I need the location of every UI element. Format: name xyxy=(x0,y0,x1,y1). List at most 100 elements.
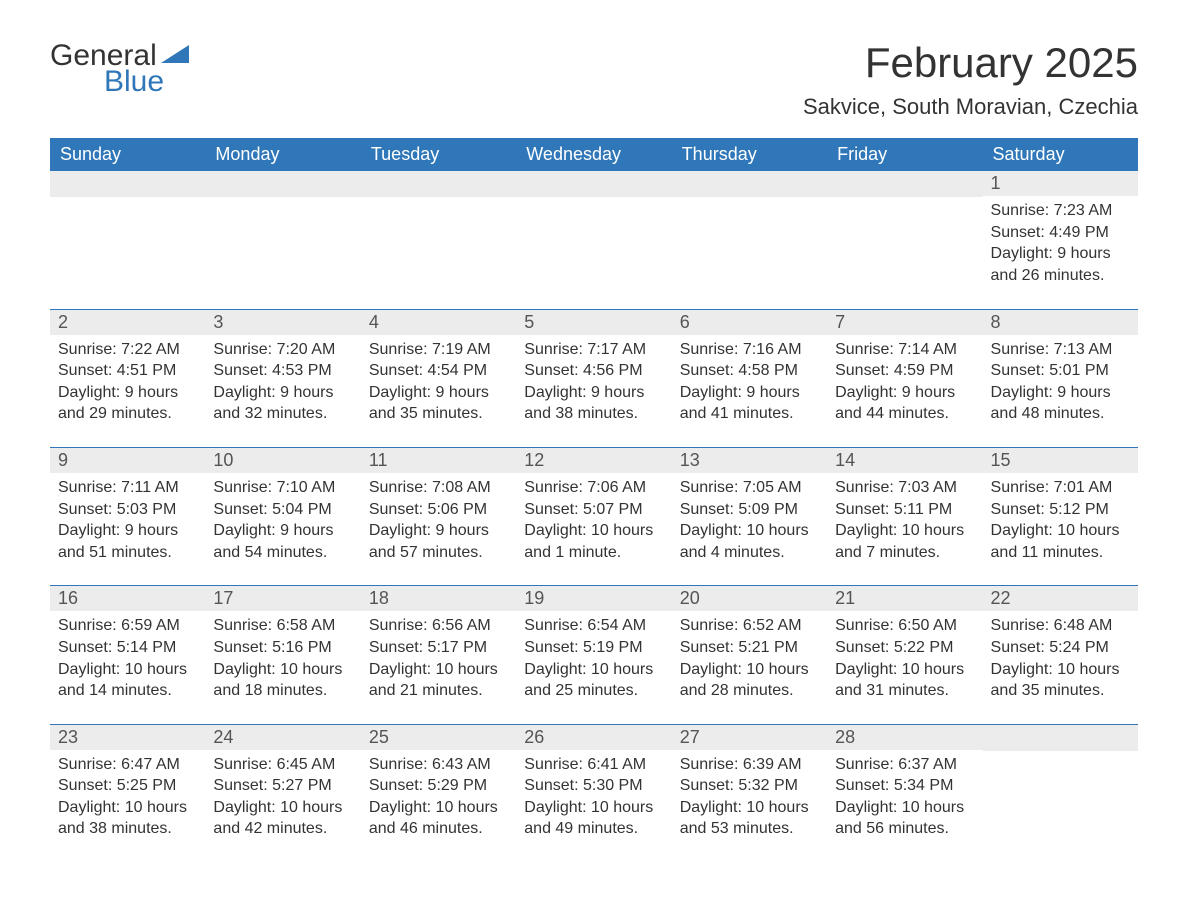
calendar: Sunday Monday Tuesday Wednesday Thursday… xyxy=(50,138,1138,848)
day-line: Sunset: 5:32 PM xyxy=(680,775,819,797)
day-line: Sunset: 5:04 PM xyxy=(213,499,352,521)
day-line: Sunrise: 6:58 AM xyxy=(213,615,352,637)
day-line: Sunset: 5:27 PM xyxy=(213,775,352,797)
day-number: 2 xyxy=(50,310,205,335)
day-line: Daylight: 9 hours xyxy=(524,382,663,404)
day-body: Sunrise: 7:16 AMSunset: 4:58 PMDaylight:… xyxy=(672,335,827,433)
day-number: 27 xyxy=(672,725,827,750)
day-line: Sunrise: 6:59 AM xyxy=(58,615,197,637)
day-line: and 38 minutes. xyxy=(58,818,197,840)
day-cell: 10Sunrise: 7:10 AMSunset: 5:04 PMDayligh… xyxy=(205,448,360,571)
day-body: Sunrise: 6:47 AMSunset: 5:25 PMDaylight:… xyxy=(50,750,205,848)
day-body: Sunrise: 7:22 AMSunset: 4:51 PMDaylight:… xyxy=(50,335,205,433)
day-line: Sunset: 5:22 PM xyxy=(835,637,974,659)
day-number: 14 xyxy=(827,448,982,473)
day-line: Daylight: 10 hours xyxy=(58,659,197,681)
day-line: Sunrise: 6:37 AM xyxy=(835,754,974,776)
day-number: 25 xyxy=(361,725,516,750)
day-line: Sunrise: 6:41 AM xyxy=(524,754,663,776)
day-line: Sunset: 5:12 PM xyxy=(991,499,1130,521)
day-line: Daylight: 10 hours xyxy=(680,659,819,681)
day-line: Sunrise: 6:48 AM xyxy=(991,615,1130,637)
day-cell: 28Sunrise: 6:37 AMSunset: 5:34 PMDayligh… xyxy=(827,725,982,848)
day-cell: 16Sunrise: 6:59 AMSunset: 5:14 PMDayligh… xyxy=(50,586,205,709)
day-cell: 13Sunrise: 7:05 AMSunset: 5:09 PMDayligh… xyxy=(672,448,827,571)
day-body xyxy=(983,751,1138,763)
day-line: Sunrise: 7:01 AM xyxy=(991,477,1130,499)
day-line: and 51 minutes. xyxy=(58,542,197,564)
day-body xyxy=(50,197,205,209)
day-line: Sunset: 5:29 PM xyxy=(369,775,508,797)
day-number: 9 xyxy=(50,448,205,473)
day-cell: 17Sunrise: 6:58 AMSunset: 5:16 PMDayligh… xyxy=(205,586,360,709)
day-number: 11 xyxy=(361,448,516,473)
day-body: Sunrise: 7:11 AMSunset: 5:03 PMDaylight:… xyxy=(50,473,205,571)
day-body: Sunrise: 7:10 AMSunset: 5:04 PMDaylight:… xyxy=(205,473,360,571)
day-body: Sunrise: 6:54 AMSunset: 5:19 PMDaylight:… xyxy=(516,611,671,709)
day-number: 6 xyxy=(672,310,827,335)
day-line: Sunset: 5:16 PM xyxy=(213,637,352,659)
day-line: Sunset: 5:14 PM xyxy=(58,637,197,659)
day-line: and 44 minutes. xyxy=(835,403,974,425)
day-number: 7 xyxy=(827,310,982,335)
day-line: and 14 minutes. xyxy=(58,680,197,702)
day-line: and 38 minutes. xyxy=(524,403,663,425)
week-row: 1Sunrise: 7:23 AMSunset: 4:49 PMDaylight… xyxy=(50,171,1138,294)
day-line: Sunrise: 7:14 AM xyxy=(835,339,974,361)
day-line: and 18 minutes. xyxy=(213,680,352,702)
day-line: Sunrise: 7:17 AM xyxy=(524,339,663,361)
dow-cell: Tuesday xyxy=(361,138,516,171)
day-line: Daylight: 10 hours xyxy=(991,520,1130,542)
day-number: 8 xyxy=(983,310,1138,335)
day-line: and 35 minutes. xyxy=(991,680,1130,702)
day-body: Sunrise: 6:59 AMSunset: 5:14 PMDaylight:… xyxy=(50,611,205,709)
day-line: Daylight: 10 hours xyxy=(524,520,663,542)
day-line: Sunrise: 7:22 AM xyxy=(58,339,197,361)
day-body: Sunrise: 7:17 AMSunset: 4:56 PMDaylight:… xyxy=(516,335,671,433)
day-cell: 26Sunrise: 6:41 AMSunset: 5:30 PMDayligh… xyxy=(516,725,671,848)
day-line: Daylight: 9 hours xyxy=(58,520,197,542)
dow-cell: Wednesday xyxy=(516,138,671,171)
day-cell xyxy=(516,171,671,294)
day-line: Daylight: 9 hours xyxy=(213,382,352,404)
day-line: Daylight: 10 hours xyxy=(680,520,819,542)
dow-row: Sunday Monday Tuesday Wednesday Thursday… xyxy=(50,138,1138,171)
day-number: 26 xyxy=(516,725,671,750)
day-cell: 12Sunrise: 7:06 AMSunset: 5:07 PMDayligh… xyxy=(516,448,671,571)
day-number: 19 xyxy=(516,586,671,611)
logo: General Blue xyxy=(50,40,189,97)
day-line: Sunrise: 7:06 AM xyxy=(524,477,663,499)
day-cell: 18Sunrise: 6:56 AMSunset: 5:17 PMDayligh… xyxy=(361,586,516,709)
day-line: Daylight: 9 hours xyxy=(991,382,1130,404)
day-line: Daylight: 10 hours xyxy=(680,797,819,819)
day-cell: 23Sunrise: 6:47 AMSunset: 5:25 PMDayligh… xyxy=(50,725,205,848)
day-body: Sunrise: 6:37 AMSunset: 5:34 PMDaylight:… xyxy=(827,750,982,848)
day-line: Sunset: 4:49 PM xyxy=(991,222,1130,244)
day-line: Sunset: 4:56 PM xyxy=(524,360,663,382)
week-row: 16Sunrise: 6:59 AMSunset: 5:14 PMDayligh… xyxy=(50,585,1138,709)
day-line: Daylight: 10 hours xyxy=(58,797,197,819)
day-line: Sunset: 5:06 PM xyxy=(369,499,508,521)
day-line: and 46 minutes. xyxy=(369,818,508,840)
day-body: Sunrise: 6:43 AMSunset: 5:29 PMDaylight:… xyxy=(361,750,516,848)
day-cell: 4Sunrise: 7:19 AMSunset: 4:54 PMDaylight… xyxy=(361,310,516,433)
day-line: Sunrise: 7:08 AM xyxy=(369,477,508,499)
location: Sakvice, South Moravian, Czechia xyxy=(803,94,1138,120)
title-block: February 2025 Sakvice, South Moravian, C… xyxy=(803,40,1138,120)
day-line: and 48 minutes. xyxy=(991,403,1130,425)
day-line: Sunrise: 7:13 AM xyxy=(991,339,1130,361)
day-line: and 56 minutes. xyxy=(835,818,974,840)
day-line: Sunrise: 6:52 AM xyxy=(680,615,819,637)
day-body: Sunrise: 7:13 AMSunset: 5:01 PMDaylight:… xyxy=(983,335,1138,433)
day-cell: 14Sunrise: 7:03 AMSunset: 5:11 PMDayligh… xyxy=(827,448,982,571)
day-cell: 20Sunrise: 6:52 AMSunset: 5:21 PMDayligh… xyxy=(672,586,827,709)
day-body: Sunrise: 7:03 AMSunset: 5:11 PMDaylight:… xyxy=(827,473,982,571)
day-line: Daylight: 9 hours xyxy=(835,382,974,404)
day-cell xyxy=(827,171,982,294)
day-cell: 25Sunrise: 6:43 AMSunset: 5:29 PMDayligh… xyxy=(361,725,516,848)
day-line: Sunrise: 7:16 AM xyxy=(680,339,819,361)
dow-cell: Sunday xyxy=(50,138,205,171)
week-row: 23Sunrise: 6:47 AMSunset: 5:25 PMDayligh… xyxy=(50,724,1138,848)
day-line: and 4 minutes. xyxy=(680,542,819,564)
day-number xyxy=(50,171,205,197)
